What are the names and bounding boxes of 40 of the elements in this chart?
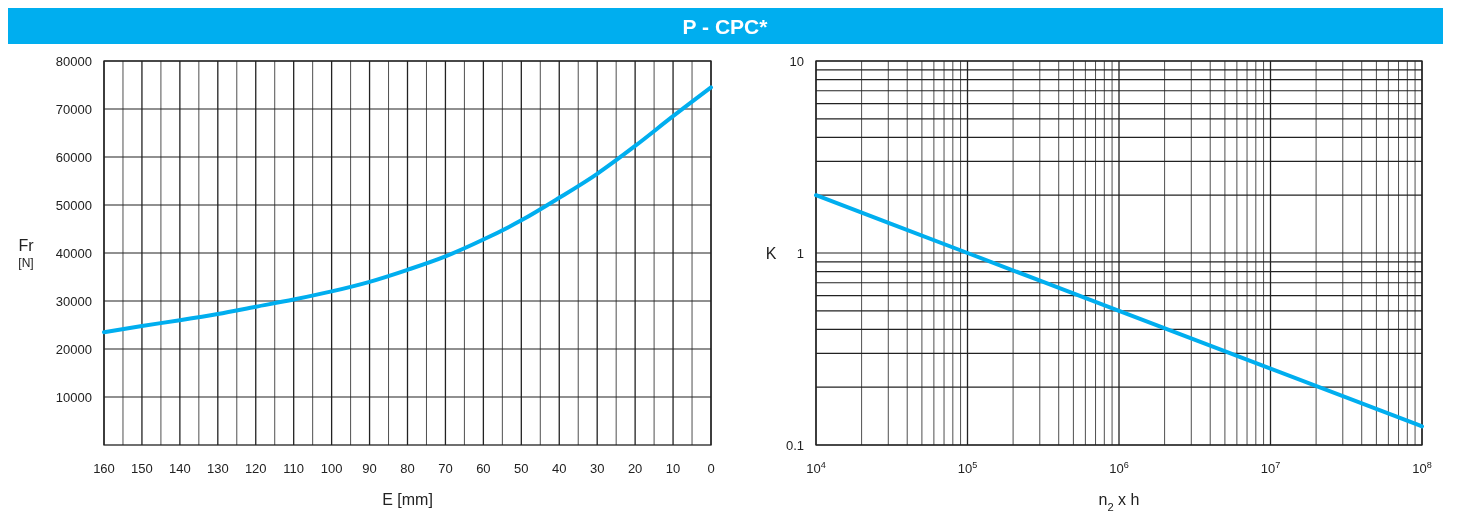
x-tick-label: 10$^{5}$ <box>957 460 978 476</box>
y-tick-label: 50000 <box>55 198 92 213</box>
x-tick-label: 70 <box>438 461 453 476</box>
y-tick-label: 20000 <box>55 342 92 357</box>
y-tick-label: 70000 <box>55 102 92 117</box>
y-axis-title: K <box>765 245 777 262</box>
y-tick-label: 80000 <box>55 54 92 69</box>
y-tick-label: 0.1 <box>785 438 804 453</box>
x-tick-label: 150 <box>131 461 153 476</box>
x-tick-label: 10$^{7}$ <box>1260 460 1281 476</box>
x-tick-label: 90 <box>362 461 377 476</box>
x-tick-label: 160 <box>93 461 115 476</box>
x-tick-label: 10$^{6}$ <box>1109 460 1129 476</box>
x-axis-title: E [mm] <box>382 491 433 508</box>
y-tick-label: 1 <box>796 246 804 261</box>
x-tick-label: 120 <box>244 461 267 476</box>
x-tick-label: 130 <box>206 461 229 476</box>
x-tick-label: 30 <box>589 461 605 476</box>
x-tick-label: 20 <box>627 461 643 476</box>
x-tick-label: 50 <box>514 461 529 476</box>
y-tick-label: 10000 <box>55 390 92 405</box>
y-tick-label: 10 <box>789 54 804 69</box>
x-tick-label: 100 <box>320 461 343 476</box>
y-tick-label: 30000 <box>55 294 92 309</box>
x-axis-title: n$_{2}$ x h <box>1098 491 1140 511</box>
x-tick-label: 0 <box>707 461 715 476</box>
x-tick-label: 10$^{8}$ <box>1412 460 1432 476</box>
line-series <box>814 193 1424 429</box>
line-series <box>102 85 713 335</box>
x-tick-label: 40 <box>552 461 567 476</box>
y-axis-title: Fr [N] <box>18 237 35 270</box>
x-tick-label: 110 <box>283 461 305 476</box>
x-tick-label: 60 <box>476 461 491 476</box>
x-tick-label: 10$^{4}$ <box>806 460 826 476</box>
x-tick-label: 140 <box>169 461 191 476</box>
x-tick-label: 80 <box>400 461 415 476</box>
chart-title: P - CPC* <box>682 15 769 38</box>
y-tick-label: 40000 <box>55 246 92 261</box>
y-tick-label: 60000 <box>55 150 92 165</box>
x-tick-label: 10 <box>665 461 681 476</box>
